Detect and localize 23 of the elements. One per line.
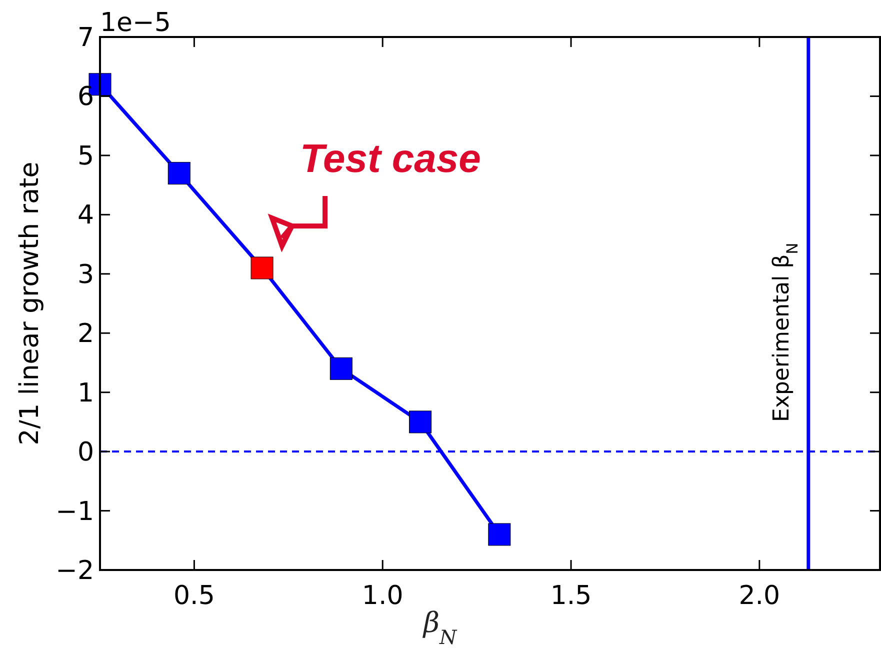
point: [488, 523, 511, 546]
point: [250, 256, 274, 280]
y-axis-title: 2/1 linear growth rate: [15, 162, 45, 446]
x-tick-label: 2.0: [738, 581, 780, 611]
annotation: 1e−5: [100, 8, 171, 38]
y-tick-label: −2: [56, 556, 94, 586]
y-tick-label: 4: [77, 200, 94, 231]
point: [409, 410, 432, 434]
x-tick-label: 1.5: [550, 581, 592, 611]
x-tick-label: 0.5: [174, 581, 215, 611]
y-tick-label: 6: [77, 82, 94, 112]
y-tick-label: 0: [77, 438, 94, 468]
x-axis-title: β$_{N}$: [422, 606, 458, 648]
y-tick-label: 7: [77, 23, 94, 53]
x-tick-label: 1.0: [362, 581, 404, 611]
y-tick-label: 3: [77, 260, 94, 290]
annotation: Test case: [300, 136, 481, 181]
y-tick-label: 5: [77, 141, 94, 172]
point: [168, 162, 190, 184]
y-tick-label: −1: [56, 496, 94, 527]
y-tick-label: 2: [77, 319, 94, 350]
point: [330, 357, 352, 380]
y-tick-label: 1: [77, 378, 94, 408]
